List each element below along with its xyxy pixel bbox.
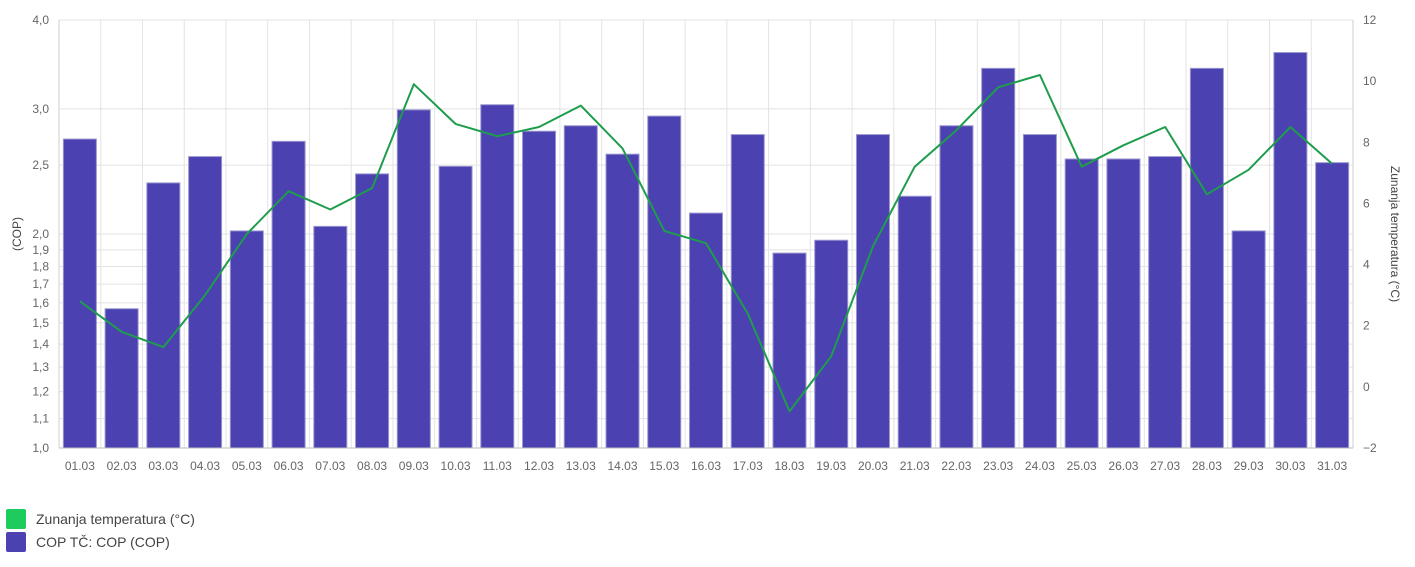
x-tick-label: 13.03	[566, 459, 596, 473]
cop-bar	[1064, 158, 1099, 449]
x-tick-label: 19.03	[816, 459, 846, 473]
axes: 1,0 1,1 1,2 1,3 1,4 1,5 1,6 1,7 1,8 1,9 2,0 2,5 3,0 4…	[32, 13, 1377, 473]
x-tick-label: 15.03	[649, 459, 679, 473]
cop-bar	[563, 125, 598, 449]
x-tick-label: 16.03	[691, 459, 721, 473]
left-tick-label: 1,0	[32, 441, 49, 455]
x-tick-label: 21.03	[900, 459, 930, 473]
legend-item-temperature[interactable]: Zunanja temperatura (°C)	[6, 507, 195, 530]
cop-bar	[271, 140, 306, 449]
right-tick-label: 6	[1363, 196, 1370, 210]
cop-bar	[62, 138, 97, 449]
left-tick-label: 4,0	[32, 13, 49, 27]
cop-bar	[605, 153, 640, 449]
left-tick-label: 1,9	[32, 243, 49, 257]
left-tick-label: 3,0	[32, 102, 49, 116]
x-tick-label: 02.03	[107, 459, 137, 473]
cop-bar	[1231, 230, 1266, 449]
cop-bar	[689, 212, 723, 449]
cop-bar	[480, 104, 515, 449]
cop-bar	[1022, 134, 1057, 449]
x-tick-label: 07.03	[315, 459, 345, 473]
x-tick-label: 14.03	[608, 459, 638, 473]
x-tick-label: 25.03	[1067, 459, 1097, 473]
cop-bar	[1273, 52, 1308, 449]
legend-swatch-cop	[6, 531, 26, 552]
right-tick-label: −2	[1363, 441, 1377, 455]
left-tick-label: 1,7	[32, 277, 49, 291]
right-tick-label: 4	[1363, 258, 1370, 272]
right-tick-label: 0	[1363, 380, 1370, 394]
cop-bar	[772, 252, 807, 449]
left-tick-label: 1,2	[32, 385, 49, 399]
x-tick-label: 30.03	[1275, 459, 1305, 473]
cop-bar	[1315, 162, 1350, 449]
x-tick-label: 11.03	[483, 459, 512, 473]
legend: Zunanja temperatura (°C) COP TČ: COP (CO…	[6, 507, 195, 553]
cop-bar	[897, 195, 932, 449]
x-tick-label: 10.03	[441, 459, 471, 473]
legend-swatch-temperature	[6, 508, 26, 529]
left-tick-label: 2,0	[32, 227, 49, 241]
x-tick-label: 23.03	[983, 459, 1013, 473]
cop-bar	[730, 134, 765, 449]
left-tick-label: 1,1	[32, 412, 49, 426]
temperature-line-layer	[79, 74, 1333, 413]
x-tick-label: 08.03	[357, 459, 387, 473]
x-tick-label: 28.03	[1192, 459, 1222, 473]
cop-bar	[1106, 158, 1141, 449]
cop-bar	[1189, 67, 1224, 449]
left-tick-label: 1,5	[32, 316, 49, 330]
cop-bar	[396, 109, 431, 449]
right-tick-label: 2	[1363, 319, 1370, 333]
x-tick-label: 24.03	[1025, 459, 1055, 473]
right-axis-title: Zunanja temperatura (°C)	[1388, 166, 1402, 302]
cop-bar	[981, 67, 1016, 449]
cop-bar	[146, 182, 181, 449]
left-tick-label: 1,6	[32, 296, 49, 310]
right-tick-label: 12	[1363, 13, 1377, 27]
x-tick-label: 09.03	[399, 459, 429, 473]
temperature-line	[79, 74, 1333, 413]
cop-bar	[229, 230, 264, 449]
legend-label-temperature: Zunanja temperatura (°C)	[36, 510, 195, 527]
cop-bar	[104, 308, 139, 449]
x-tick-label: 06.03	[274, 459, 304, 473]
x-tick-label: 05.03	[232, 459, 262, 473]
x-tick-label: 17.03	[733, 459, 763, 473]
legend-item-cop[interactable]: COP TČ: COP (COP)	[6, 530, 195, 553]
left-axis-title: (COP)	[10, 217, 24, 251]
cop-bar	[647, 115, 682, 449]
x-tick-label: 26.03	[1108, 459, 1138, 473]
right-tick-label: 8	[1363, 135, 1370, 149]
cop-bar	[188, 156, 223, 449]
cop-bar	[814, 239, 849, 449]
cop-bar	[855, 134, 890, 449]
cop-bar	[939, 125, 974, 449]
cop-bar	[355, 173, 390, 449]
cop-bar	[1148, 156, 1183, 449]
x-tick-label: 03.03	[148, 459, 178, 473]
x-tick-label: 22.03	[941, 459, 971, 473]
x-tick-label: 29.03	[1234, 459, 1264, 473]
legend-label-cop: COP TČ: COP (COP)	[36, 533, 170, 550]
x-tick-label: 01.03	[65, 459, 95, 473]
x-tick-label: 31.03	[1317, 459, 1347, 473]
cop-bar	[313, 225, 348, 449]
x-tick-label: 27.03	[1150, 459, 1180, 473]
cop-bar	[522, 130, 557, 449]
left-tick-label: 1,8	[32, 260, 49, 274]
left-tick-label: 1,3	[32, 360, 49, 374]
x-tick-label: 20.03	[858, 459, 888, 473]
left-tick-label: 1,4	[32, 337, 49, 351]
right-tick-label: 10	[1363, 74, 1377, 88]
x-tick-label: 18.03	[774, 459, 804, 473]
x-tick-label: 04.03	[190, 459, 220, 473]
left-tick-label: 2,5	[32, 158, 49, 172]
cop-bars	[62, 52, 1350, 449]
cop-bar	[438, 165, 473, 449]
x-tick-label: 12.03	[524, 459, 554, 473]
